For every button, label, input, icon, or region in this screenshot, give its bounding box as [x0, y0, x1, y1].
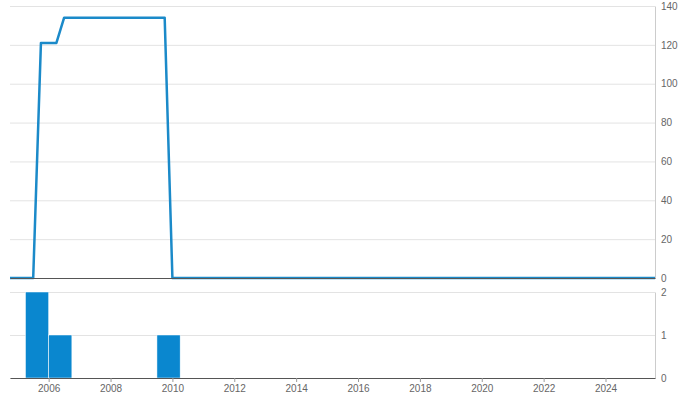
x-tick: 2020 — [471, 378, 494, 394]
y-tick-label: 100 — [661, 78, 678, 89]
x-tick-label: 2020 — [471, 383, 494, 394]
grid-line — [10, 45, 655, 46]
grid-line — [10, 278, 655, 279]
y-tick-label: 20 — [661, 234, 673, 245]
x-tick-label: 2016 — [347, 383, 370, 394]
y-tick-label: 60 — [661, 156, 673, 167]
x-tick-mark — [420, 378, 421, 382]
x-tick: 2006 — [38, 378, 61, 394]
x-tick: 2014 — [286, 378, 309, 394]
grid-line — [10, 123, 655, 124]
x-tick-label: 2006 — [38, 383, 61, 394]
x-tick-label: 2018 — [409, 383, 432, 394]
y-tick-label: 120 — [661, 40, 678, 51]
x-tick: 2010 — [162, 378, 185, 394]
x-tick-mark — [172, 378, 173, 382]
x-axis: 2006 2008 2010 2012 2014 2016 2018 2020 2022 2024 — [11, 378, 656, 394]
x-tick-mark — [544, 378, 545, 382]
x-tick-mark — [296, 378, 297, 382]
y-tick-label: 40 — [661, 195, 673, 206]
grid-line — [10, 335, 655, 336]
chart-panel: 0 20 40 60 80 100 120 140 — [10, 1, 678, 284]
y-tick: 100 — [655, 78, 678, 89]
grid-line — [10, 6, 655, 7]
x-tick-mark — [358, 378, 359, 382]
y-tick-label: 0 — [661, 273, 667, 284]
x-tick: 2018 — [409, 378, 432, 394]
chart-panel: 0122006200820102012201420162018202020222… — [10, 287, 667, 394]
x-axis-line — [11, 278, 656, 279]
y-tick: 20 — [655, 234, 673, 245]
y-tick: 1 — [655, 330, 667, 341]
x-tick: 2016 — [347, 378, 370, 394]
marks — [25, 292, 180, 378]
x-tick: 2012 — [224, 378, 247, 394]
x-axis — [11, 278, 656, 279]
x-tick: 2008 — [100, 378, 123, 394]
y-axis: 0 1 2 — [655, 287, 667, 384]
y-axis-line — [655, 293, 656, 379]
y-tick: 2 — [655, 287, 667, 298]
y-tick: 40 — [655, 195, 673, 206]
y-tick: 120 — [655, 40, 678, 51]
grid-line — [10, 378, 655, 379]
y-tick: 0 — [655, 373, 667, 384]
grid — [10, 7, 655, 279]
x-tick-mark — [234, 378, 235, 382]
bar — [49, 335, 72, 378]
chart-root: 0 20 40 60 80 100 120 140 0 1 2 2006 2008 2010 2012 201… — [0, 0, 700, 400]
grid-line — [10, 200, 655, 201]
marks — [10, 18, 655, 278]
x-axis-line — [11, 378, 656, 379]
grid-line — [10, 161, 655, 162]
y-tick-label: 2 — [661, 287, 667, 298]
x-tick-label: 2010 — [162, 383, 185, 394]
y-tick-label: 140 — [661, 1, 678, 12]
bar — [157, 335, 180, 378]
y-tick: 60 — [655, 156, 673, 167]
y-axis-line — [655, 7, 656, 279]
x-tick-mark — [606, 378, 607, 382]
y-tick-label: 80 — [661, 117, 673, 128]
y-tick-label: 1 — [661, 330, 667, 341]
y-tick: 140 — [655, 1, 678, 12]
y-tick: 80 — [655, 117, 673, 128]
x-tick-mark — [111, 378, 112, 382]
y-tick-label: 0 — [661, 373, 667, 384]
x-tick-mark — [49, 378, 50, 382]
line — [10, 18, 655, 278]
x-tick: 2022 — [533, 378, 556, 394]
x-tick-label: 2024 — [595, 383, 618, 394]
bar — [25, 292, 48, 378]
x-tick-label: 2008 — [100, 383, 123, 394]
x-tick-label: 2022 — [533, 383, 556, 394]
x-tick-label: 2014 — [286, 383, 309, 394]
grid — [10, 293, 655, 379]
y-tick: 0 — [655, 273, 667, 284]
x-tick-mark — [482, 378, 483, 382]
x-tick: 2024 — [595, 378, 618, 394]
x-tick-label: 2012 — [224, 383, 247, 394]
grid-line — [10, 84, 655, 85]
grid-line — [10, 292, 655, 293]
y-axis: 0 20 40 60 80 100 120 140 — [655, 1, 678, 284]
grid-line — [10, 239, 655, 240]
